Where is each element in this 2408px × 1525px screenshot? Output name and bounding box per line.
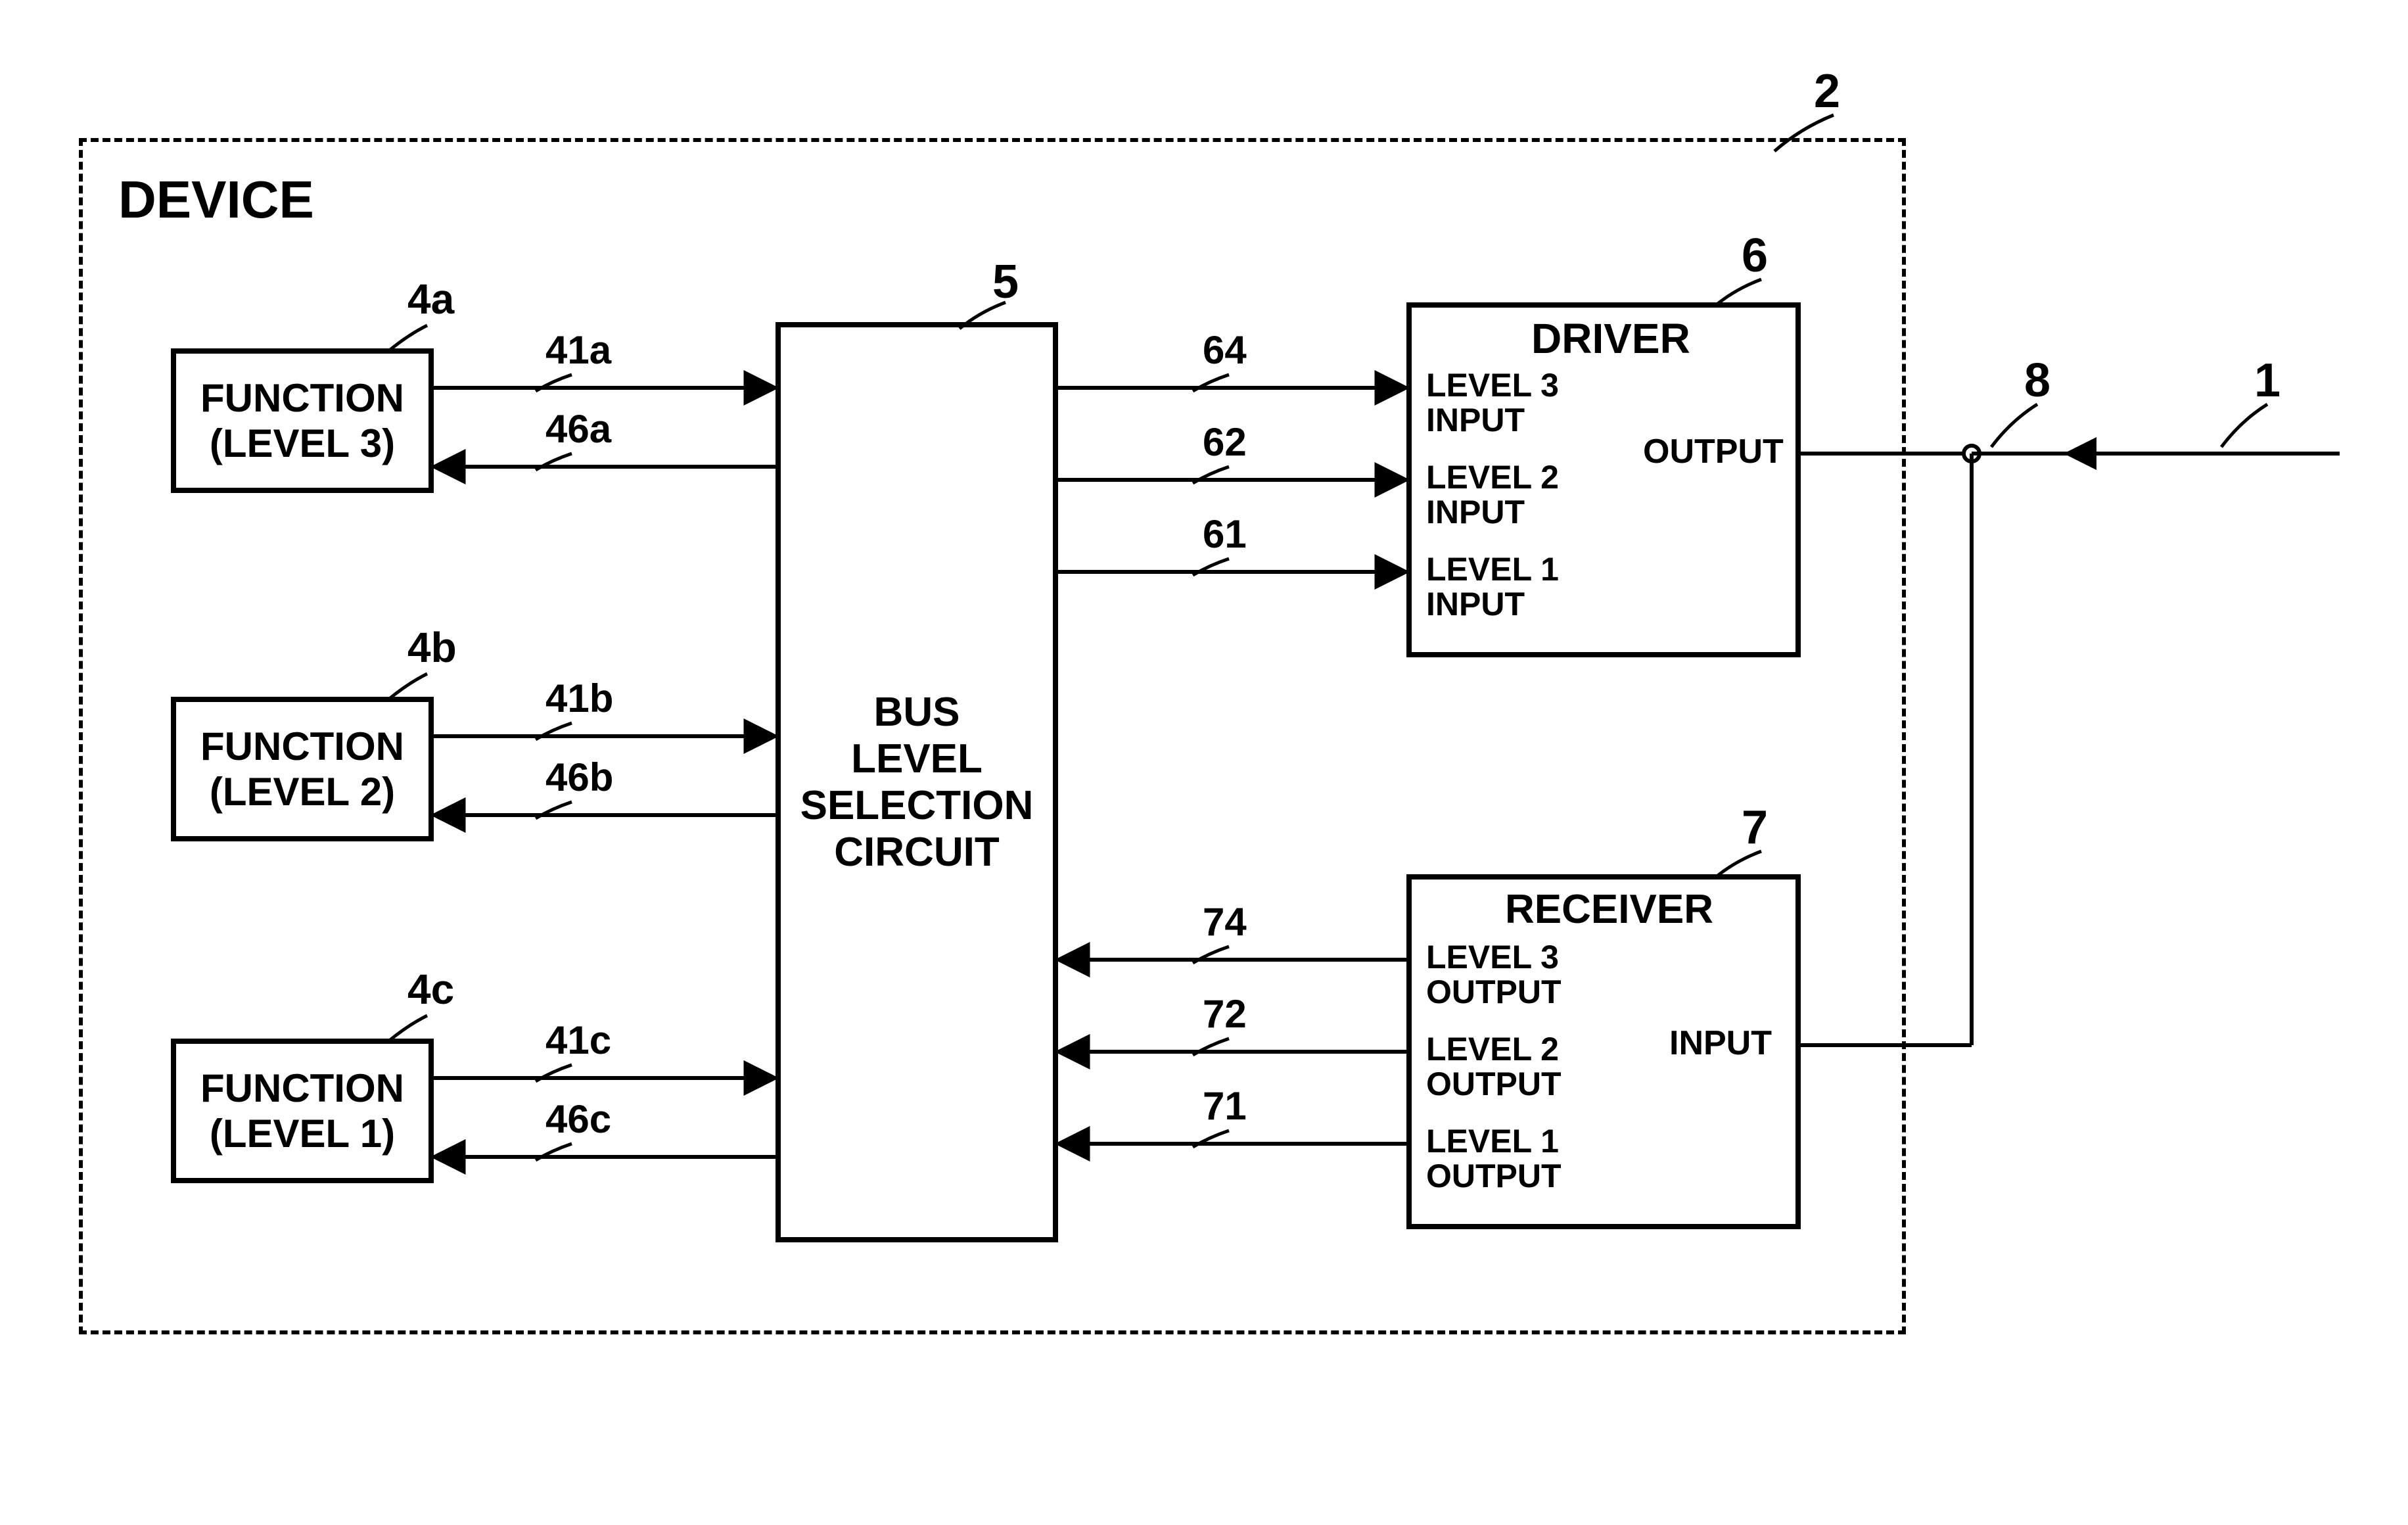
wires-layer [0,0,2408,1525]
